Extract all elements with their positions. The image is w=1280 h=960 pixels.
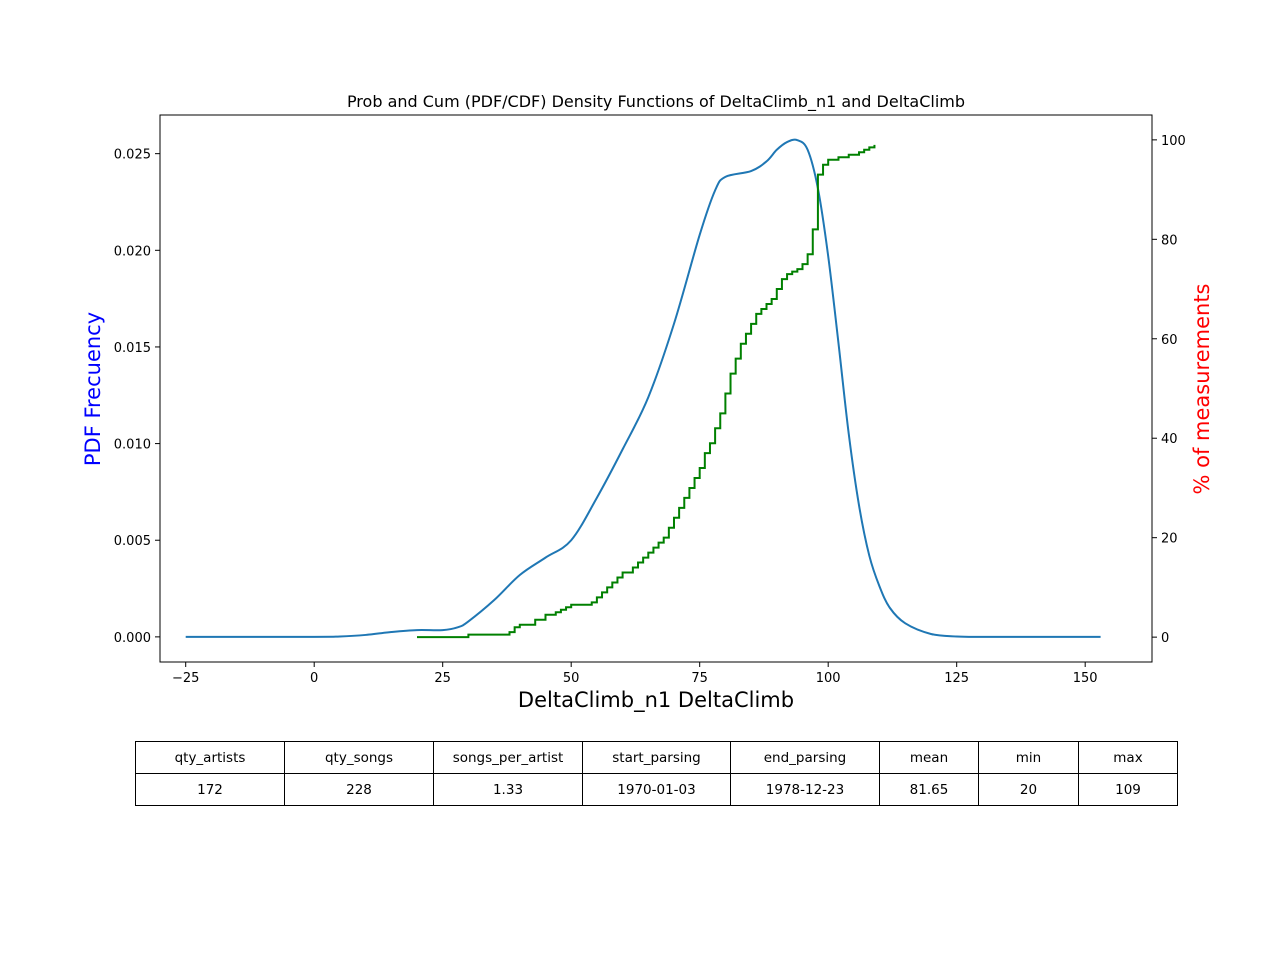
y-right-tick-label: 0	[1161, 631, 1169, 646]
y-right-tick-label: 40	[1161, 432, 1178, 447]
table-header-cell: qty_songs	[284, 741, 434, 774]
y-axis-right: 0 20 40 60 80 100	[1152, 134, 1186, 646]
y-axis-label-left: PDF Frecuency	[81, 312, 105, 466]
y-tick-label: 0.020	[114, 244, 151, 259]
table-row: 172 228 1.33 1970-01-03 1978-12-23 81.65…	[135, 773, 1178, 806]
y-right-tick-label: 20	[1161, 532, 1178, 547]
x-tick-label: −25	[172, 671, 199, 686]
axes-frame	[159, 114, 1153, 663]
table-header-cell: qty_artists	[135, 741, 285, 774]
table-cell: 1.33	[433, 773, 583, 806]
y-tick-label: 0.025	[114, 148, 151, 163]
y-axis-left: 0.000 0.005 0.010 0.015 0.020 0.025	[114, 148, 160, 646]
y-tick-label: 0.000	[114, 631, 151, 646]
x-tick-label: 25	[434, 671, 451, 686]
x-tick-label: 50	[563, 671, 580, 686]
table-header-cell: max	[1078, 741, 1178, 774]
y-tick-label: 0.010	[114, 438, 151, 453]
table-cell: 109	[1078, 773, 1178, 806]
table-cell: 81.65	[879, 773, 979, 806]
y-right-tick-label: 100	[1161, 134, 1186, 149]
x-tick-label: 75	[691, 671, 708, 686]
table-header-cell: min	[978, 741, 1079, 774]
table-header-cell: songs_per_artist	[433, 741, 583, 774]
y-tick-label: 0.015	[114, 341, 151, 356]
x-tick-label: 0	[310, 671, 318, 686]
table-cell: 172	[135, 773, 285, 806]
y-right-tick-label: 60	[1161, 333, 1178, 348]
x-tick-label: 150	[1073, 671, 1098, 686]
chart-title: Prob and Cum (PDF/CDF) Density Functions…	[347, 92, 965, 112]
plot-area	[185, 138, 1101, 639]
x-axis: −25 0 25 50 75 100 125 150	[172, 662, 1098, 686]
table-header-cell: start_parsing	[582, 741, 731, 774]
table-header-cell: mean	[879, 741, 979, 774]
table-header-row: qty_artists qty_songs songs_per_artist s…	[135, 741, 1178, 774]
pdf-line	[185, 138, 1101, 638]
x-tick-label: 125	[944, 671, 969, 686]
x-axis-label: DeltaClimb_n1 DeltaClimb	[518, 688, 794, 713]
table-cell: 1978-12-23	[730, 773, 880, 806]
cdf-step-line	[416, 144, 876, 639]
table-cell: 1970-01-03	[582, 773, 731, 806]
x-tick-label: 100	[816, 671, 841, 686]
table-cell: 228	[284, 773, 434, 806]
y-right-tick-label: 80	[1161, 233, 1178, 248]
table-header-cell: end_parsing	[730, 741, 880, 774]
y-tick-label: 0.005	[114, 534, 151, 549]
table-cell: 20	[978, 773, 1079, 806]
stats-table: qty_artists qty_songs songs_per_artist s…	[135, 741, 1178, 806]
y-axis-label-right: % of measurements	[1190, 284, 1214, 495]
